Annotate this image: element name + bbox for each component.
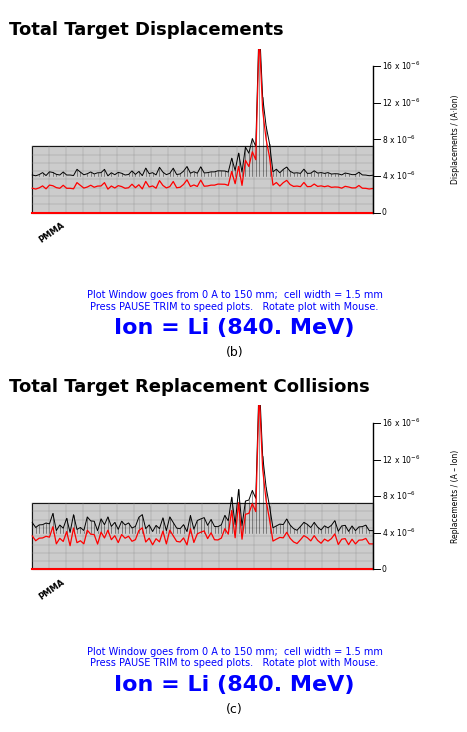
Text: Replacements / (A – Ion): Replacements / (A – Ion) <box>451 449 460 543</box>
Text: 8 x 10$^{-6}$: 8 x 10$^{-6}$ <box>382 133 416 146</box>
Text: 4 x 10$^{-6}$: 4 x 10$^{-6}$ <box>382 170 416 182</box>
Text: Ion = Li (840. MeV): Ion = Li (840. MeV) <box>114 318 355 337</box>
Text: Displacements / (A·Ion): Displacements / (A·Ion) <box>451 94 460 184</box>
Text: (b): (b) <box>226 346 243 359</box>
Text: 12 x 10$^{-6}$: 12 x 10$^{-6}$ <box>382 97 420 109</box>
Text: 12 x 10$^{-6}$: 12 x 10$^{-6}$ <box>382 453 420 466</box>
Text: Total Target Displacements: Total Target Displacements <box>9 20 284 39</box>
Text: 0: 0 <box>382 208 387 217</box>
Text: Plot Window goes from 0 A to 150 mm;  cell width = 1.5 mm
Press PAUSE TRIM to sp: Plot Window goes from 0 A to 150 mm; cel… <box>87 290 382 312</box>
Polygon shape <box>32 146 373 212</box>
Text: PMMA: PMMA <box>37 578 66 602</box>
Text: Total Target Replacement Collisions: Total Target Replacement Collisions <box>9 378 370 395</box>
Text: Ion = Li (840. MeV): Ion = Li (840. MeV) <box>114 675 355 695</box>
Text: 0: 0 <box>382 565 387 574</box>
Text: (c): (c) <box>226 703 243 716</box>
Text: 16 x 10$^{-6}$: 16 x 10$^{-6}$ <box>382 60 420 72</box>
Polygon shape <box>32 503 373 569</box>
Text: 4 x 10$^{-6}$: 4 x 10$^{-6}$ <box>382 526 416 539</box>
Text: 16 x 10$^{-6}$: 16 x 10$^{-6}$ <box>382 417 420 429</box>
Text: PMMA: PMMA <box>37 220 66 244</box>
Text: Plot Window goes from 0 A to 150 mm;  cell width = 1.5 mm
Press PAUSE TRIM to sp: Plot Window goes from 0 A to 150 mm; cel… <box>87 647 382 668</box>
Text: 8 x 10$^{-6}$: 8 x 10$^{-6}$ <box>382 490 416 502</box>
